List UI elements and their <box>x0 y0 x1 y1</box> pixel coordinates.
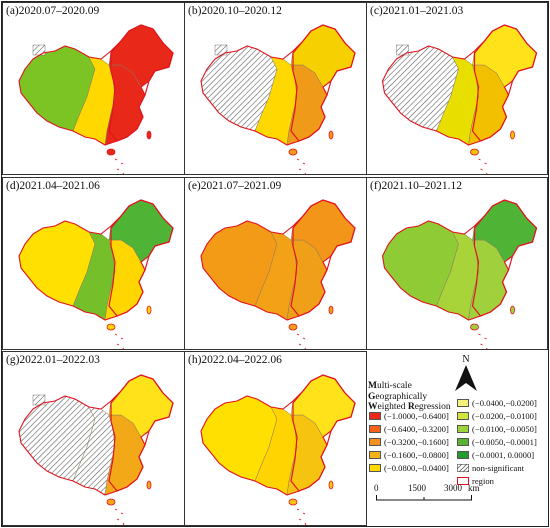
china-choropleth-map <box>200 199 356 349</box>
legend-class-label: (−0.3200,−0.1600] <box>384 437 449 447</box>
map-panel-h: (h)2022.04–2022.06 <box>184 351 367 526</box>
map-south-sea-islands <box>478 158 488 174</box>
china-choropleth-map <box>200 24 356 174</box>
panel-label: (g)2022.01–2022.03 <box>6 354 100 366</box>
legend-class-label: (−0.0400,−0.0200] <box>472 398 537 408</box>
map-hainan-island <box>470 148 479 156</box>
panel-label: (a)2020.07–2020.09 <box>6 5 100 17</box>
scale-unit: km <box>468 483 480 493</box>
legend-class-label: (−0.0001, 0.0000] <box>472 450 535 460</box>
map-hainan-island <box>470 323 479 331</box>
map-panel-e: (e)2021.07–2021.09 <box>184 177 367 350</box>
north-label: N <box>462 354 469 365</box>
legend-region-swatch <box>457 477 469 485</box>
map-hainan-island <box>106 323 116 331</box>
map-region-boundary <box>471 24 538 142</box>
china-choropleth-map <box>381 24 538 174</box>
panel-label: (f)2021.10–2021.12 <box>370 180 462 192</box>
non-significant-hatch-swatch <box>457 464 469 472</box>
legend-region-label: region <box>472 476 494 486</box>
map-panel-g: (g)2022.01–2022.03 <box>2 351 185 526</box>
panel-label: (c)2021.01–2021.03 <box>370 5 464 17</box>
map-country-outline <box>18 374 174 496</box>
map-south-sea-islands <box>114 508 125 525</box>
legend-swatch <box>369 412 381 420</box>
panel-label: (e)2021.07–2021.09 <box>188 180 282 192</box>
legend-swatch <box>369 438 381 446</box>
legend-class-label: (−0.0800,−0.0400] <box>384 463 449 473</box>
map-region-boundary <box>108 199 174 317</box>
china-choropleth-map <box>381 199 538 349</box>
scale-bar: 0 1500 3000 km <box>372 483 542 523</box>
map-hainan-island <box>288 498 298 506</box>
map-taiwan-island <box>328 305 334 315</box>
map-region-boundary <box>471 199 538 317</box>
legend-class-label: (−0.0050,−0.0001] <box>472 437 537 447</box>
map-region-boundary <box>290 199 356 317</box>
legend-swatch <box>457 438 469 446</box>
map-taiwan-island <box>146 480 152 490</box>
map-panel-d: (d)2021.04–2021.06 <box>2 177 185 350</box>
map-country-outline <box>200 374 356 496</box>
map-legend: N Multi-scale Geographically Weighted Re… <box>366 353 548 526</box>
map-hainan-island <box>106 498 116 506</box>
map-panel-b: (b)2020.10–2020.12 <box>184 2 367 175</box>
map-taiwan-island <box>328 480 334 490</box>
map-south-sea-islands <box>296 158 307 174</box>
map-region-boundary <box>290 374 356 492</box>
legend-class-label: (−0.1600,−0.0800] <box>384 450 449 460</box>
map-country-outline <box>18 199 174 321</box>
panel-label: (h)2022.04–2022.06 <box>188 354 282 366</box>
china-choropleth-map <box>18 24 174 174</box>
map-panel-f: (f)2021.10–2021.12 <box>366 177 548 350</box>
map-region-boundary <box>290 24 356 142</box>
legend-nonsig-label: non-significant <box>472 463 525 473</box>
legend-swatch <box>457 399 469 407</box>
map-south-sea-islands <box>296 508 307 525</box>
map-country-outline <box>200 199 356 321</box>
map-country-outline <box>18 24 174 146</box>
legend-class-label: (−0.6400,−0.3200] <box>384 424 449 434</box>
map-hainan-island <box>288 323 298 331</box>
legend-swatch <box>369 451 381 459</box>
map-panel-a: (a)2020.07–2020.09 <box>2 2 185 175</box>
china-choropleth-map <box>18 199 174 349</box>
map-taiwan-island <box>328 130 334 140</box>
map-taiwan-island <box>146 305 152 315</box>
map-south-sea-islands <box>114 333 125 349</box>
map-taiwan-island <box>510 130 515 140</box>
panel-label: (b)2020.10–2020.12 <box>188 5 282 17</box>
map-hainan-island <box>288 148 298 156</box>
map-country-outline <box>200 24 356 146</box>
china-choropleth-map <box>200 374 356 525</box>
map-south-sea-islands <box>296 333 307 349</box>
legend-class-label: (−0.0200,−0.0100] <box>472 411 537 421</box>
legend-class-label: (−0.0100,−0.0050] <box>472 424 537 434</box>
north-arrow-icon: N <box>455 354 477 391</box>
legend-swatch <box>369 464 381 472</box>
scale-tick-0: 0 <box>374 483 379 493</box>
scale-bar-line <box>376 495 472 501</box>
map-region-boundary <box>108 374 174 492</box>
scale-tick-3000: 3000 <box>444 483 462 493</box>
legend-swatch <box>457 425 469 433</box>
legend-swatch <box>457 412 469 420</box>
map-taiwan-island <box>510 305 515 315</box>
legend-swatch <box>457 451 469 459</box>
map-hainan-island <box>106 148 116 156</box>
map-region-boundary <box>108 24 174 142</box>
legend-title: Multi-scale Geographically Weighted Regr… <box>368 381 451 412</box>
map-taiwan-island <box>146 130 152 140</box>
china-choropleth-map <box>18 374 174 525</box>
map-south-sea-islands <box>478 333 488 349</box>
map-country-outline <box>381 199 538 321</box>
legend-swatch <box>369 425 381 433</box>
map-country-outline <box>381 24 538 146</box>
map-south-sea-islands <box>114 158 125 174</box>
scale-tick-1500: 1500 <box>408 483 426 493</box>
legend-class-label: (−1.0000,−0.6400] <box>384 411 449 421</box>
map-panel-c: (c)2021.01–2021.03 <box>366 2 548 175</box>
panel-label: (d)2021.04–2021.06 <box>6 180 100 192</box>
